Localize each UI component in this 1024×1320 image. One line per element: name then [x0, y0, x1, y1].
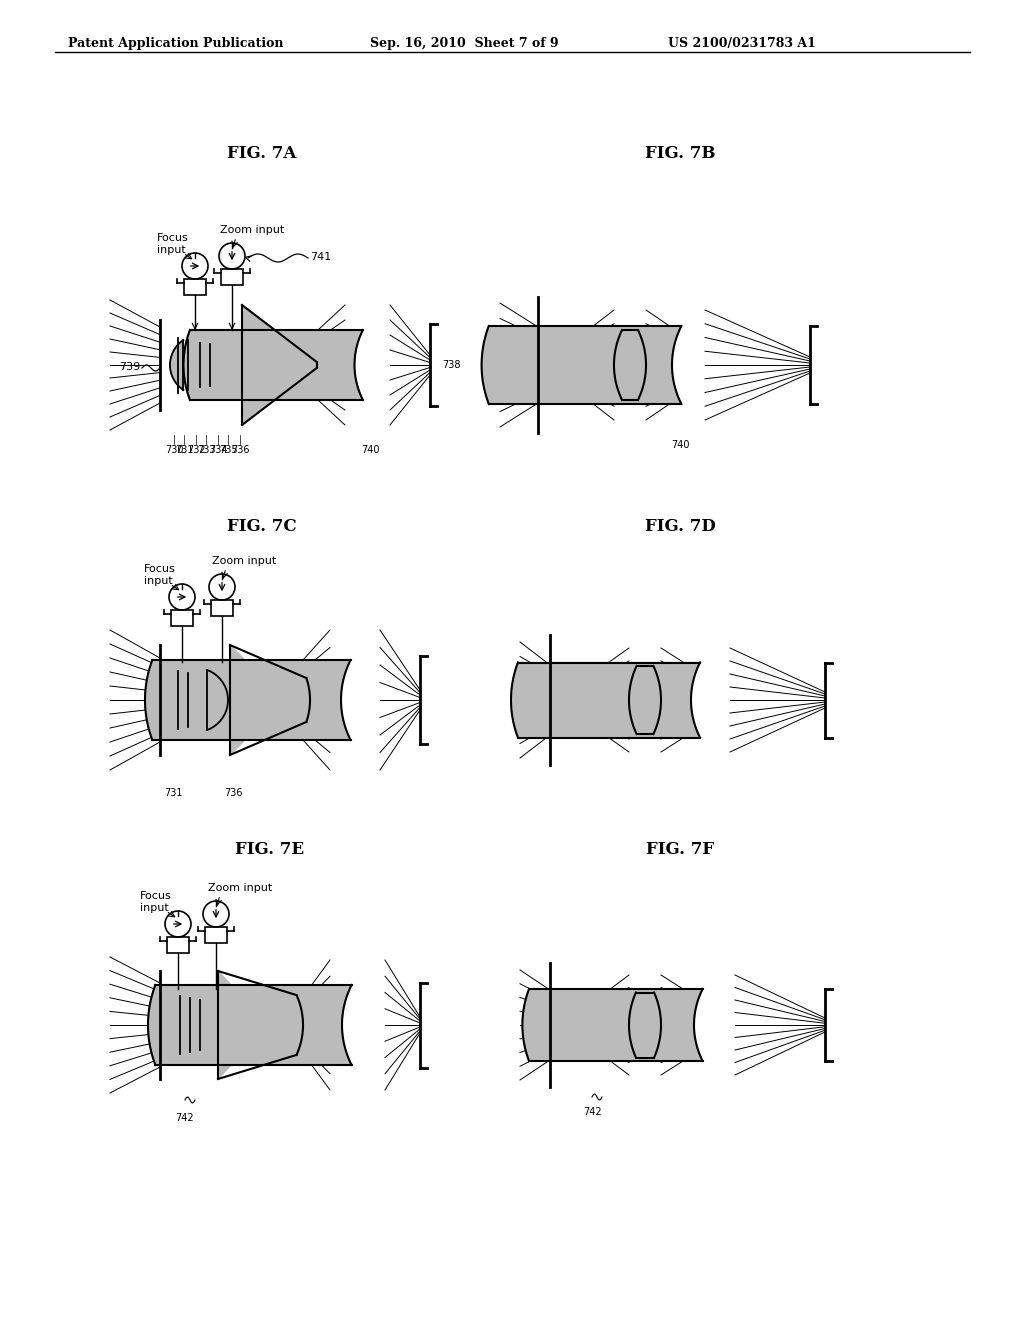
- Text: Sep. 16, 2010  Sheet 7 of 9: Sep. 16, 2010 Sheet 7 of 9: [370, 37, 559, 50]
- Polygon shape: [522, 989, 702, 1061]
- Bar: [211, 601, 233, 616]
- Polygon shape: [170, 341, 183, 389]
- Text: FIG. 7D: FIG. 7D: [644, 517, 716, 535]
- Polygon shape: [511, 663, 700, 738]
- Polygon shape: [183, 330, 362, 400]
- Text: 731: 731: [175, 445, 194, 455]
- Text: Patent Application Publication: Patent Application Publication: [68, 37, 284, 50]
- Polygon shape: [242, 305, 317, 425]
- Text: FIG. 7E: FIG. 7E: [236, 841, 304, 858]
- Text: 736: 736: [224, 788, 243, 799]
- Bar: [221, 269, 243, 285]
- Text: 736: 736: [230, 445, 249, 455]
- Bar: [171, 610, 193, 626]
- Polygon shape: [207, 671, 228, 730]
- Polygon shape: [218, 972, 303, 1078]
- Text: 732: 732: [186, 445, 206, 455]
- Text: FIG. 7B: FIG. 7B: [645, 145, 715, 162]
- Text: 731: 731: [164, 788, 182, 799]
- Polygon shape: [629, 667, 662, 734]
- Text: 730: 730: [165, 445, 183, 455]
- Text: Focus
input: Focus input: [140, 891, 172, 913]
- Polygon shape: [145, 660, 350, 741]
- Text: 738: 738: [442, 360, 461, 370]
- Text: 742: 742: [176, 1113, 195, 1123]
- Text: FIG. 7C: FIG. 7C: [227, 517, 297, 535]
- Text: Focus
input: Focus input: [157, 234, 188, 255]
- Text: US 2100/0231783 A1: US 2100/0231783 A1: [668, 37, 816, 50]
- Text: FIG. 7F: FIG. 7F: [646, 841, 714, 858]
- Polygon shape: [230, 645, 310, 755]
- Text: 739: 739: [119, 362, 140, 372]
- Text: 740: 740: [671, 440, 689, 450]
- Polygon shape: [481, 326, 681, 404]
- Text: 741: 741: [310, 252, 331, 261]
- Polygon shape: [629, 993, 662, 1057]
- Bar: [167, 937, 189, 953]
- Text: FIG. 7A: FIG. 7A: [227, 145, 297, 162]
- Text: 742: 742: [583, 1107, 601, 1117]
- Bar: [205, 927, 227, 942]
- Polygon shape: [148, 985, 351, 1065]
- Text: 735: 735: [219, 445, 238, 455]
- Text: Zoom input: Zoom input: [212, 556, 276, 566]
- Bar: [184, 279, 206, 294]
- Polygon shape: [614, 330, 646, 400]
- Text: Zoom input: Zoom input: [208, 883, 272, 894]
- Text: 733: 733: [197, 445, 215, 455]
- Text: Focus
input: Focus input: [144, 565, 176, 586]
- Text: Zoom input: Zoom input: [220, 224, 285, 235]
- Text: 734: 734: [209, 445, 227, 455]
- Text: 740: 740: [360, 445, 379, 455]
